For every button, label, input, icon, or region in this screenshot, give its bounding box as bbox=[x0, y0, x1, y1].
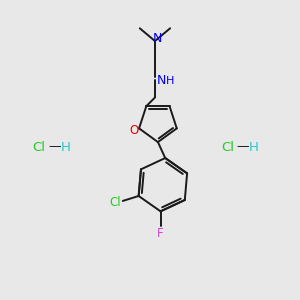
Text: —: — bbox=[237, 140, 249, 154]
Text: Cl: Cl bbox=[32, 140, 46, 154]
Text: F: F bbox=[157, 226, 164, 240]
Text: H: H bbox=[249, 140, 259, 154]
Text: O: O bbox=[130, 124, 139, 137]
Text: Cl: Cl bbox=[221, 140, 234, 154]
Text: H: H bbox=[166, 76, 174, 85]
Text: —: — bbox=[49, 140, 61, 154]
Text: Cl: Cl bbox=[109, 196, 121, 209]
Text: N: N bbox=[157, 74, 167, 87]
Text: H: H bbox=[61, 140, 71, 154]
Text: N: N bbox=[153, 32, 163, 44]
